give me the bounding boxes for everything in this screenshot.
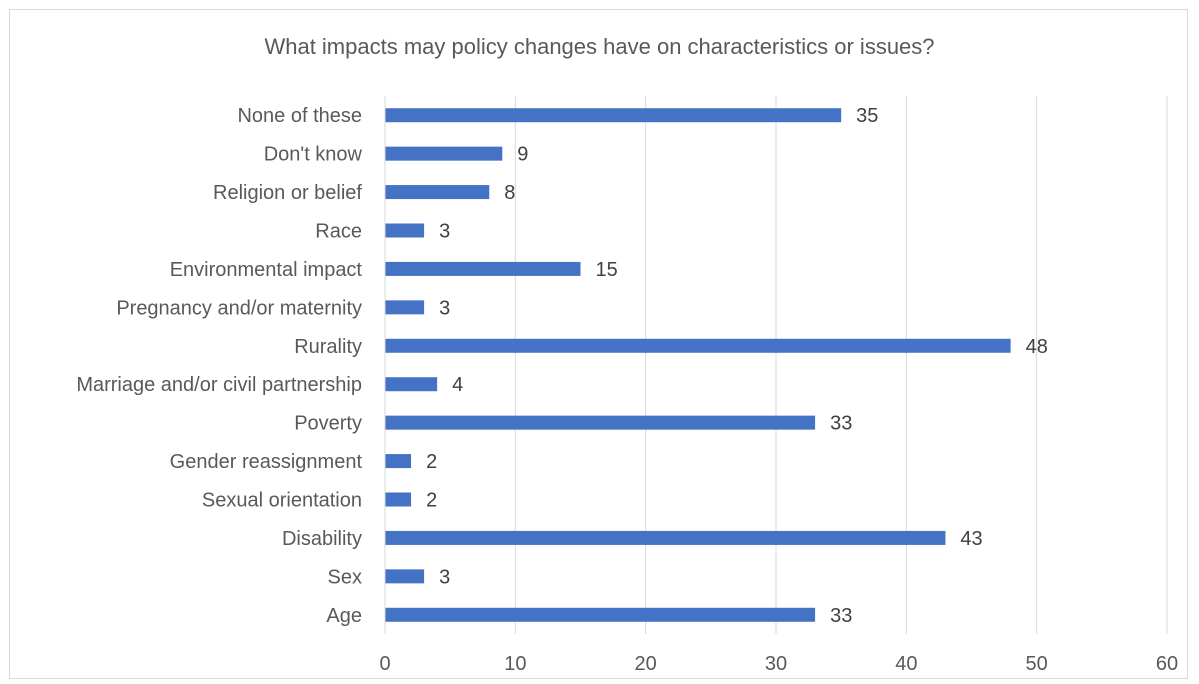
data-label: 33 <box>830 413 852 435</box>
bar <box>385 454 412 469</box>
data-label: 2 <box>426 490 437 512</box>
bar <box>385 569 425 584</box>
category-label: Disability <box>282 528 362 550</box>
data-label: 48 <box>1026 336 1048 358</box>
category-label: Gender reassignment <box>170 451 363 473</box>
category-labels: None of these Don't know Religion or belie… <box>76 105 362 627</box>
data-label: 4 <box>452 374 463 396</box>
category-label: Age <box>326 605 362 627</box>
bar <box>385 261 581 276</box>
bar <box>385 607 816 622</box>
bar <box>385 300 425 315</box>
data-label: 2 <box>426 451 437 473</box>
bar <box>385 377 438 392</box>
data-label: 3 <box>439 566 450 588</box>
category-label: Sexual orientation <box>202 490 362 512</box>
bars <box>385 108 1011 622</box>
x-tick-label: 40 <box>895 653 917 675</box>
x-axis-tick-labels: 0 10 20 30 40 50 60 <box>379 653 1178 675</box>
bar <box>385 492 412 507</box>
x-tick-label: 10 <box>504 653 526 675</box>
data-label: 3 <box>439 297 450 319</box>
bar <box>385 530 946 545</box>
category-label: Pregnancy and/or maternity <box>116 297 362 319</box>
data-label: 15 <box>596 259 618 281</box>
data-label: 43 <box>960 528 982 550</box>
category-label: Environmental impact <box>170 259 363 281</box>
bar <box>385 338 1011 353</box>
data-label: 8 <box>504 182 515 204</box>
x-tick-label: 20 <box>635 653 657 675</box>
category-label: Race <box>315 221 362 243</box>
category-label: Marriage and/or civil partnership <box>76 374 362 396</box>
data-label: 9 <box>517 144 528 166</box>
bar <box>385 415 816 430</box>
bar <box>385 223 425 238</box>
category-label: Poverty <box>294 413 362 435</box>
x-tick-label: 60 <box>1156 653 1178 675</box>
bar <box>385 185 490 200</box>
data-label: 3 <box>439 221 450 243</box>
data-label: 33 <box>830 605 852 627</box>
x-tick-label: 50 <box>1026 653 1048 675</box>
bar <box>385 146 503 161</box>
category-label: Sex <box>328 566 362 588</box>
category-label: Don't know <box>264 144 363 166</box>
bar <box>385 108 842 123</box>
x-tick-label: 30 <box>765 653 787 675</box>
chart-title: What impacts may policy changes have on … <box>264 34 935 59</box>
gridlines <box>514 96 1168 634</box>
data-label: 35 <box>856 105 878 127</box>
category-label: Rurality <box>294 336 362 358</box>
category-label: None of these <box>237 105 362 127</box>
category-label: Religion or belief <box>213 182 362 204</box>
x-tick-label: 0 <box>379 653 390 675</box>
